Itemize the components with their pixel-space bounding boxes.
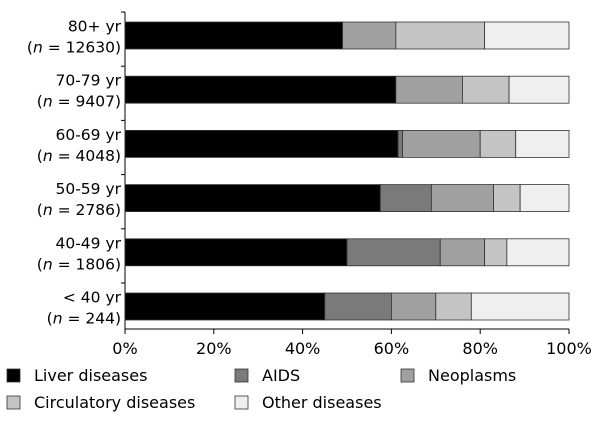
bar-segment bbox=[506, 238, 570, 267]
n-label-prefix: ( bbox=[47, 310, 53, 328]
n-label-variable: n bbox=[43, 255, 53, 273]
x-tick-label: 20% bbox=[196, 339, 232, 358]
bar-segment bbox=[462, 75, 510, 104]
category-n-label: (n = 9407) bbox=[37, 93, 121, 111]
category-n-label: (n = 1806) bbox=[37, 255, 121, 273]
n-label-value: = 4048) bbox=[53, 147, 121, 165]
legend: Liver diseases AIDS Neoplasms Circulatory d… bbox=[6, 366, 516, 412]
bar-segment bbox=[435, 292, 472, 321]
bar-segment bbox=[124, 129, 399, 158]
bar-segment bbox=[124, 292, 326, 321]
x-tick-label: 80% bbox=[462, 339, 498, 358]
category-label: 70-79 yr bbox=[55, 72, 121, 90]
n-label-variable: n bbox=[53, 310, 63, 328]
legend-swatch bbox=[234, 368, 249, 383]
bar-segment bbox=[479, 129, 517, 158]
category-n-label: (n = 244) bbox=[47, 310, 121, 328]
bar-segment bbox=[342, 21, 397, 50]
n-label-variable: n bbox=[43, 93, 53, 111]
category-label: < 40 yr bbox=[63, 289, 122, 307]
bar-segment bbox=[402, 129, 481, 158]
category-label: 60-69 yr bbox=[55, 126, 121, 144]
bars bbox=[124, 21, 570, 321]
legend-swatch bbox=[400, 368, 415, 383]
bar-segment bbox=[324, 292, 392, 321]
bar-segment bbox=[519, 184, 570, 213]
legend-swatch bbox=[6, 395, 21, 410]
bar-segment bbox=[439, 238, 486, 267]
legend-label: AIDS bbox=[262, 366, 300, 385]
category-n-label: (n = 2786) bbox=[37, 201, 121, 219]
n-label-prefix: ( bbox=[27, 39, 33, 57]
x-tick-label: 40% bbox=[285, 339, 321, 358]
n-label-value: = 244) bbox=[63, 310, 121, 328]
x-tick-label: 100% bbox=[546, 339, 592, 358]
bar-segment bbox=[124, 21, 343, 50]
bar-segment bbox=[484, 238, 508, 267]
n-label-prefix: ( bbox=[37, 255, 43, 273]
legend-swatch bbox=[6, 368, 21, 383]
category-label: 80+ yr bbox=[68, 18, 122, 36]
legend-label: Other diseases bbox=[262, 393, 382, 412]
bar-segment bbox=[379, 184, 432, 213]
n-label-prefix: ( bbox=[37, 93, 43, 111]
n-label-prefix: ( bbox=[37, 147, 43, 165]
bar-segment bbox=[493, 184, 521, 213]
bar-segment bbox=[395, 75, 463, 104]
x-tick-label: 0% bbox=[112, 339, 137, 358]
bar-segment bbox=[390, 292, 437, 321]
y-axis: 80+ yr(n = 12630)70-79 yr(n = 9407)60-69… bbox=[27, 11, 126, 329]
bar-segment bbox=[430, 184, 494, 213]
category-n-label: (n = 4048) bbox=[37, 147, 121, 165]
bar-segment bbox=[508, 75, 570, 104]
x-tick-label: 60% bbox=[374, 339, 410, 358]
legend-label: Neoplasms bbox=[428, 366, 516, 385]
category-label: 40-49 yr bbox=[55, 234, 121, 252]
category-label: 50-59 yr bbox=[55, 180, 121, 198]
bar-segment bbox=[484, 21, 570, 50]
bar-segment bbox=[124, 238, 348, 267]
n-label-variable: n bbox=[43, 147, 53, 165]
n-label-value: = 2786) bbox=[53, 201, 121, 219]
category-n-label: (n = 12630) bbox=[27, 39, 121, 57]
bar-segment bbox=[124, 184, 381, 213]
n-label-value: = 9407) bbox=[53, 93, 121, 111]
legend-label: Liver diseases bbox=[34, 366, 147, 385]
n-label-value: = 12630) bbox=[43, 39, 121, 57]
n-label-variable: n bbox=[33, 39, 43, 57]
bar-segment bbox=[346, 238, 441, 267]
legend-label: Circulatory diseases bbox=[34, 393, 195, 412]
bar-segment bbox=[124, 75, 397, 104]
legend-swatch bbox=[234, 395, 249, 410]
n-label-value: = 1806) bbox=[53, 255, 121, 273]
n-label-prefix: ( bbox=[37, 201, 43, 219]
bar-segment bbox=[395, 21, 486, 50]
bar-segment bbox=[470, 292, 570, 321]
x-axis: 0% 20% 40% 60% 80% 100% bbox=[112, 328, 592, 358]
bar-segment bbox=[397, 129, 403, 158]
bar-segment bbox=[515, 129, 570, 158]
n-label-variable: n bbox=[43, 201, 53, 219]
